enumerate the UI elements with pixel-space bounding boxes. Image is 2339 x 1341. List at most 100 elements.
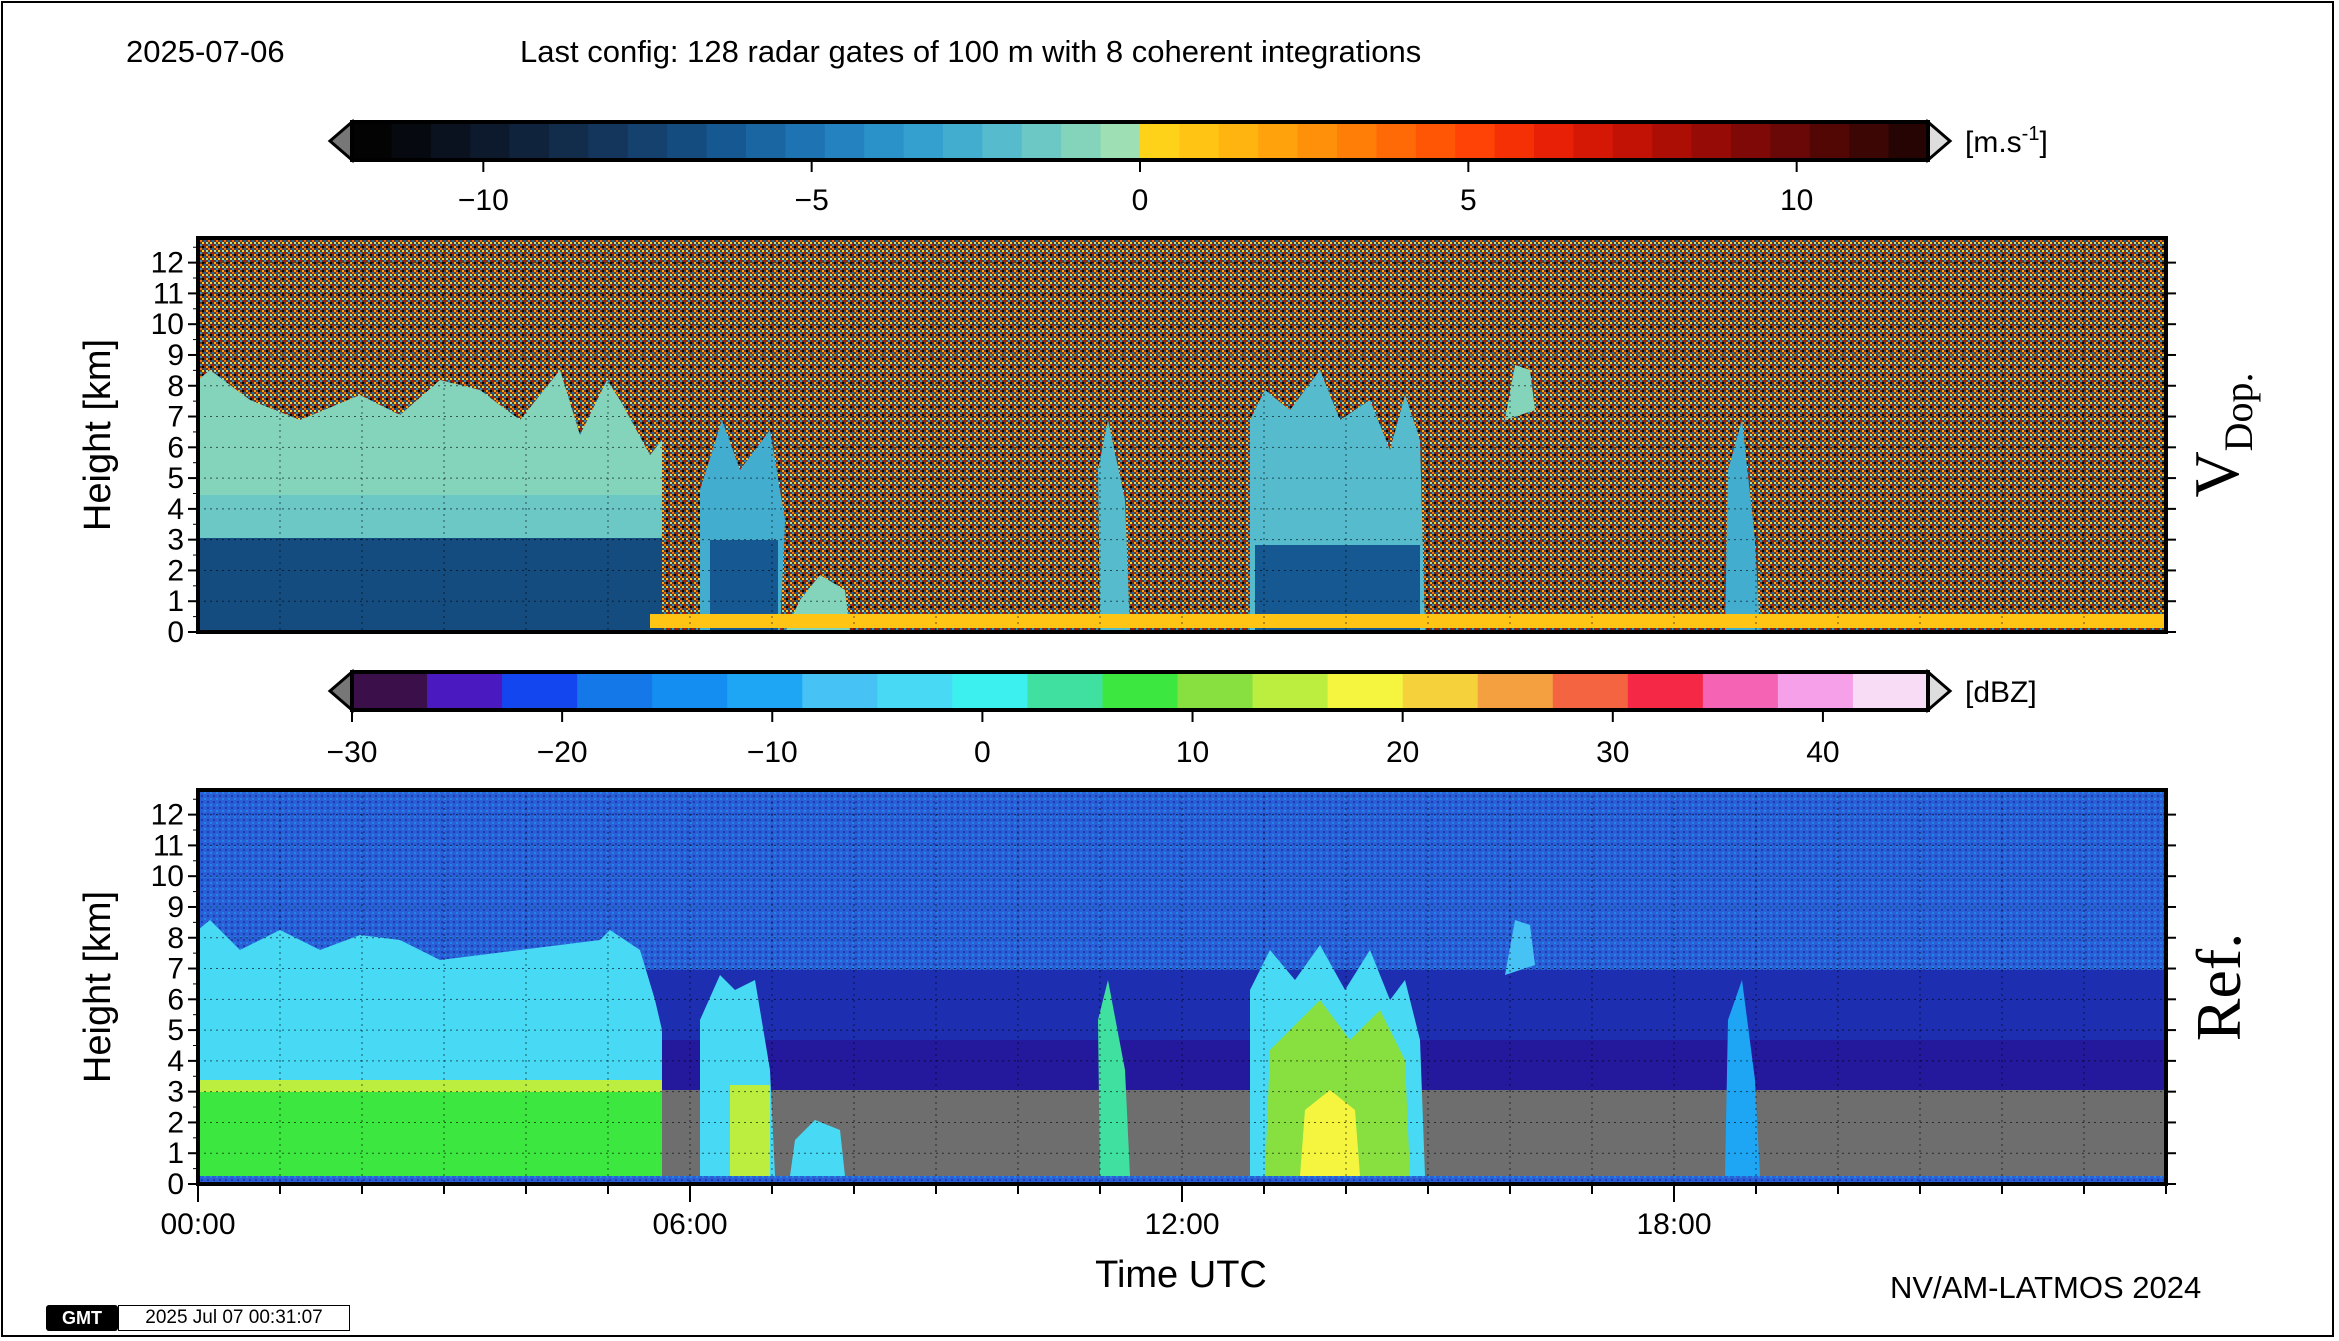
- reflectivity-panel-label: Ref.: [2183, 933, 2254, 1041]
- colorbar-frame: [350, 670, 1930, 712]
- reflectivity-echo-noon: [1098, 980, 1130, 1176]
- y-tick-label: 6: [167, 431, 184, 464]
- colorbar-swatch: [1218, 122, 1259, 160]
- colorbar-swatch: [509, 122, 550, 160]
- velocity-echo-evening-1: [1725, 420, 1760, 632]
- colorbar-swatch: [877, 672, 953, 710]
- colorbar-swatch: [727, 672, 803, 710]
- colorbar-swatch: [427, 672, 503, 710]
- velocity-panel-label-main: V: [2181, 451, 2252, 497]
- colorbar-swatch: [1415, 122, 1456, 160]
- y-tick-label: 8: [167, 922, 184, 955]
- velocity-plot-frame: [196, 236, 2168, 634]
- colorbar-swatch: [1809, 122, 1850, 160]
- y-tick-label: 2: [167, 1106, 184, 1139]
- colorbar-swatch: [952, 672, 1029, 710]
- reflectivity-echo-small-1: [790, 1120, 845, 1176]
- colorbar-tick-label: 5: [1460, 184, 1477, 217]
- colorbar-swatch: [1337, 122, 1377, 160]
- y-tick-label: 6: [167, 983, 184, 1016]
- reflectivity-colorbar: −30 −20 −10 0 10 20 30 40 [dBZ]: [327, 668, 2037, 769]
- colorbar-unit: [m.s-1]: [1965, 123, 2048, 159]
- y-tick-label: 8: [167, 370, 184, 403]
- colorbar-swatch: [903, 122, 944, 160]
- timestamp-box: 2025 Jul 07 00:31:07: [118, 1305, 350, 1331]
- velocity-ylabel: Height [km]: [77, 339, 119, 531]
- colorbar-swatch: [1652, 122, 1693, 160]
- x-tick-label: 12:00: [1144, 1208, 1219, 1241]
- colorbar-swatch: [943, 122, 983, 160]
- colorbar-swatch: [802, 672, 878, 710]
- colorbar-tick-label: 10: [1780, 184, 1813, 217]
- colorbar-swatch: [1102, 672, 1179, 710]
- y-tick-label: 11: [153, 829, 184, 862]
- reflectivity-echo-afternoon-core: [1265, 1000, 1410, 1176]
- reflectivity-ylabel: Height [km]: [77, 891, 119, 1083]
- colorbar-swatch: [470, 122, 511, 160]
- colorbar-swatch: [1100, 122, 1141, 160]
- velocity-colorbar: −10 −5 0 5 10 [m.s-1]: [327, 118, 2048, 217]
- colorbar-swatch: [549, 122, 589, 160]
- colorbar-swatch: [1849, 122, 1890, 160]
- colorbar-swatch: [588, 122, 629, 160]
- colorbar-swatch: [864, 122, 905, 160]
- reflectivity-echo-bright-band: [198, 1080, 662, 1092]
- colorbar-swatch: [1702, 672, 1779, 710]
- y-tick-label: 10: [151, 308, 184, 341]
- colorbar-max-arrow: [1926, 118, 1953, 164]
- colorbar-min-arrow: [327, 668, 354, 714]
- colorbar-swatch: [1177, 672, 1254, 710]
- y-tick-label: 7: [167, 953, 184, 986]
- y-tick-label: 9: [167, 891, 184, 924]
- colorbar-swatch: [1179, 122, 1220, 160]
- colorbar-swatch: [1852, 672, 1929, 710]
- y-tick-label: 3: [167, 524, 184, 557]
- reflectivity-echo-morning-lower: [198, 1085, 662, 1176]
- reflectivity-echo-mid-morning-core: [730, 1085, 770, 1176]
- y-tick-label: 3: [167, 1076, 184, 1109]
- colorbar-swatch: [1770, 122, 1811, 160]
- colorbar-swatch: [982, 122, 1023, 160]
- x-tick-label: 06:00: [652, 1208, 727, 1241]
- date-label: 2025-07-06: [126, 34, 285, 69]
- y-tick-label: 0: [167, 616, 184, 649]
- y-tick-label: 12: [151, 247, 184, 280]
- y-tick-label: 2: [167, 554, 184, 587]
- colorbar-swatch: [577, 672, 653, 710]
- colorbar-swatch: [1027, 672, 1104, 710]
- velocity-panel-label: VDop.: [2181, 372, 2261, 497]
- colorbar-swatch: [627, 122, 668, 160]
- credit-label: NV/AM-LATMOS 2024: [1890, 1270, 2202, 1305]
- colorbar-tick-label: 0: [1132, 184, 1149, 217]
- colorbar-tick-label: 20: [1386, 736, 1419, 769]
- colorbar-tick-label: −5: [795, 184, 829, 217]
- colorbar-swatch: [1777, 672, 1854, 710]
- y-tick-label: 1: [167, 585, 184, 618]
- y-tick-label: 12: [151, 799, 184, 832]
- y-tick-label: 1: [167, 1137, 184, 1170]
- y-tick-label: 0: [167, 1168, 184, 1201]
- colorbar-swatch: [1252, 672, 1329, 710]
- colorbar-swatch: [391, 122, 432, 160]
- colorbar-unit: [dBZ]: [1965, 676, 2037, 709]
- velocity-grid: [198, 238, 2166, 632]
- velocity-echo-morning-core: [198, 495, 662, 538]
- colorbar-swatch: [430, 122, 471, 160]
- colorbar-swatch: [785, 122, 826, 160]
- colorbar-swatch: [1297, 122, 1338, 160]
- colorbar-swatch: [1627, 672, 1704, 710]
- colorbar-swatch: [502, 672, 578, 710]
- reflectivity-x-ticks: 00:00 06:00 12:00 18:00: [160, 1184, 2167, 1241]
- colorbar-min-arrow: [327, 118, 354, 164]
- colorbar-swatch: [824, 122, 865, 160]
- colorbar-swatch: [352, 122, 392, 160]
- colorbar-tick-label: −10: [747, 736, 798, 769]
- y-tick-label: 9: [167, 339, 184, 372]
- colorbar-swatch: [652, 672, 728, 710]
- y-tick-label: 11: [153, 277, 184, 310]
- reflectivity-grid: [198, 790, 2166, 1184]
